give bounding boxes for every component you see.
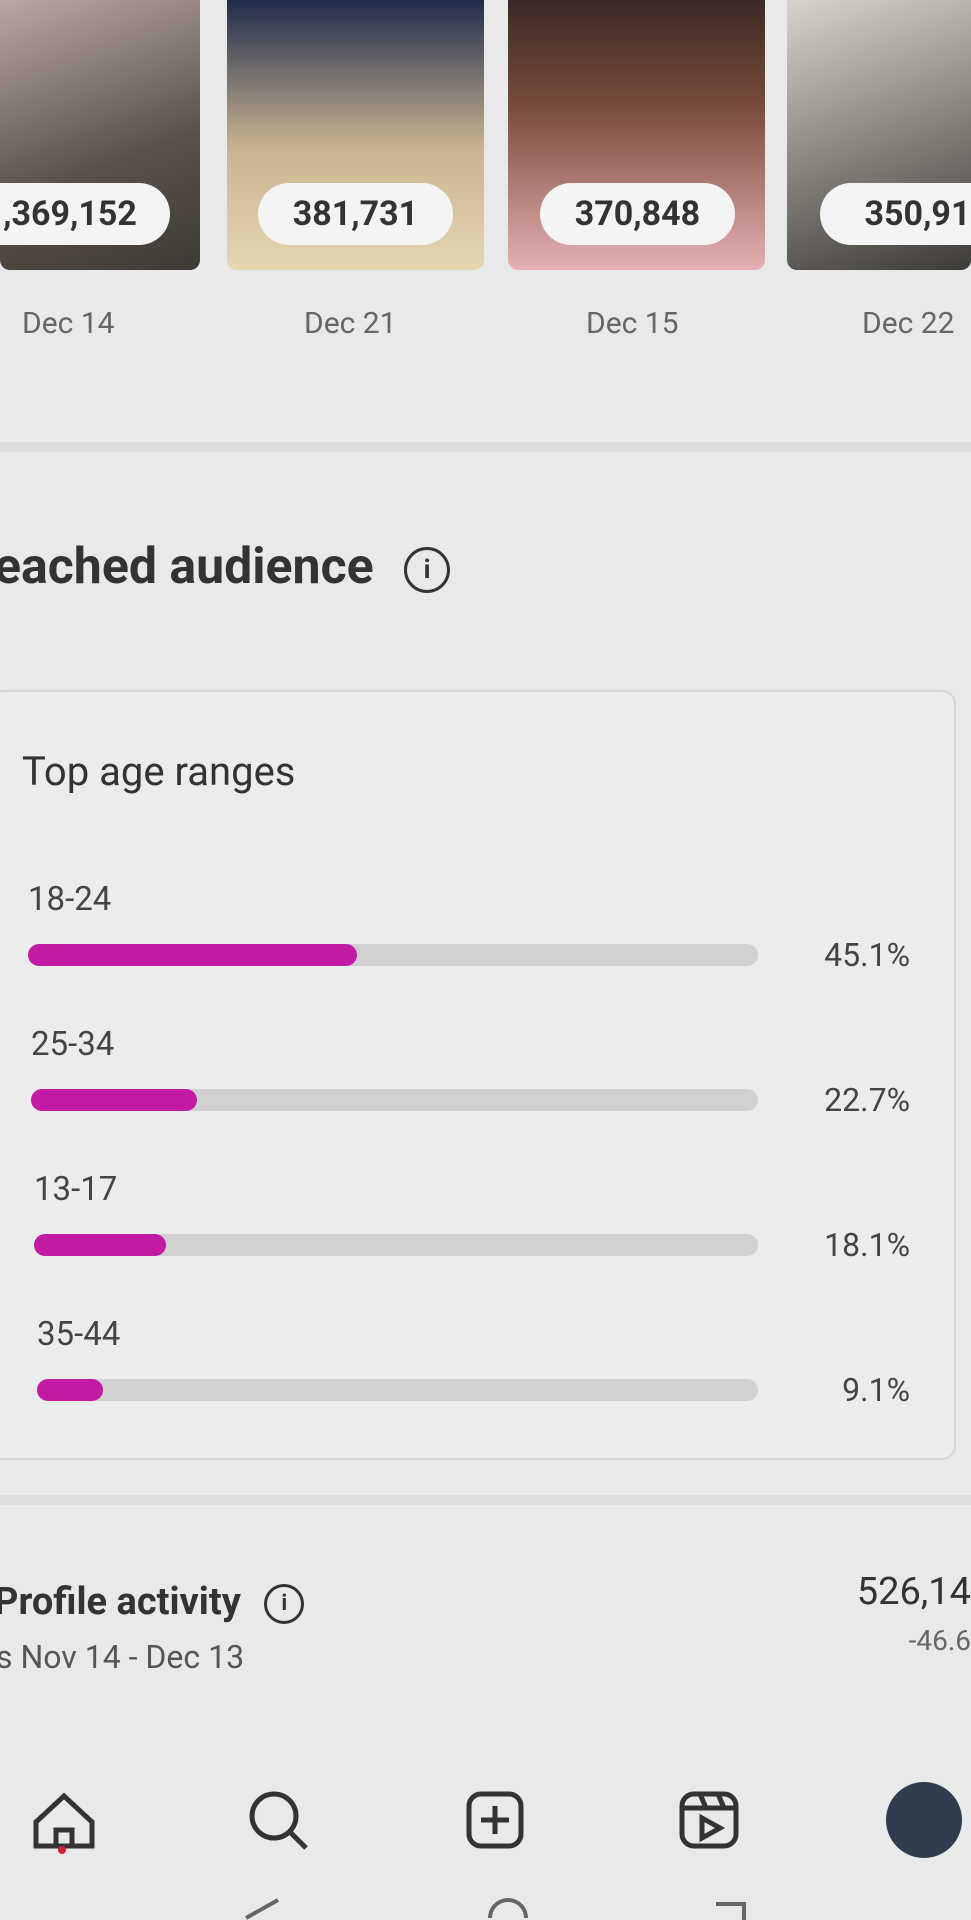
section-title-text: eached audience (0, 538, 374, 596)
profile-activity-value: 526,14 (856, 1570, 971, 1614)
age-range-label: 13-17 (34, 1170, 118, 1209)
create-icon[interactable] (466, 1791, 524, 1849)
age-range-label: 18-24 (28, 880, 112, 919)
info-icon[interactable]: i (404, 546, 451, 593)
age-range-label: 35-44 (37, 1315, 121, 1354)
section-title: eached audience i (0, 538, 451, 596)
navigation-bar (33, 1782, 962, 1920)
search-handle (288, 1830, 308, 1850)
home-icon[interactable] (33, 1792, 95, 1849)
bar (31, 1089, 197, 1111)
profile-activity-title: Profile activity (0, 1580, 241, 1624)
bar-track (31, 1089, 758, 1111)
notification-dot (58, 1846, 66, 1854)
bar (28, 944, 358, 966)
date-range: s Nov 14 - Dec 13 (0, 1638, 245, 1676)
percentage-label: 9.1% (842, 1371, 910, 1409)
divider (0, 442, 971, 452)
percentage-label: 22.7% (824, 1081, 910, 1119)
view-count: 350,91 (820, 183, 971, 245)
bar (37, 1379, 104, 1401)
search-icon[interactable] (249, 1791, 299, 1841)
percentage-label: 18.1% (824, 1226, 910, 1264)
create-plus (481, 1806, 509, 1834)
profile-activity: Profile activity i (0, 1580, 305, 1624)
divider (0, 1495, 971, 1505)
bar (34, 1234, 167, 1256)
profile-activity-change: -46.6 (908, 1624, 971, 1657)
post-date: Dec 22 (862, 306, 955, 341)
reels-symbol (682, 1793, 736, 1843)
view-count: 370,848 (540, 183, 735, 245)
bar-track (37, 1379, 758, 1401)
bar-track (34, 1234, 758, 1256)
reels-icon[interactable] (679, 1791, 739, 1849)
post-date: Dec 14 (22, 306, 115, 341)
profile-avatar[interactable] (886, 1782, 962, 1858)
info-icon[interactable]: i (264, 1583, 305, 1624)
post-date: Dec 21 (304, 306, 397, 341)
card-title: Top age ranges (22, 748, 296, 795)
view-count: 381,731 (258, 183, 453, 245)
system-nav (245, 1898, 746, 1920)
age-card (0, 690, 956, 1460)
view-count: ,369,152 (0, 183, 170, 245)
percentage-label: 45.1% (824, 936, 910, 974)
post-date: Dec 15 (586, 306, 679, 341)
age-range-label: 25-34 (31, 1025, 115, 1064)
